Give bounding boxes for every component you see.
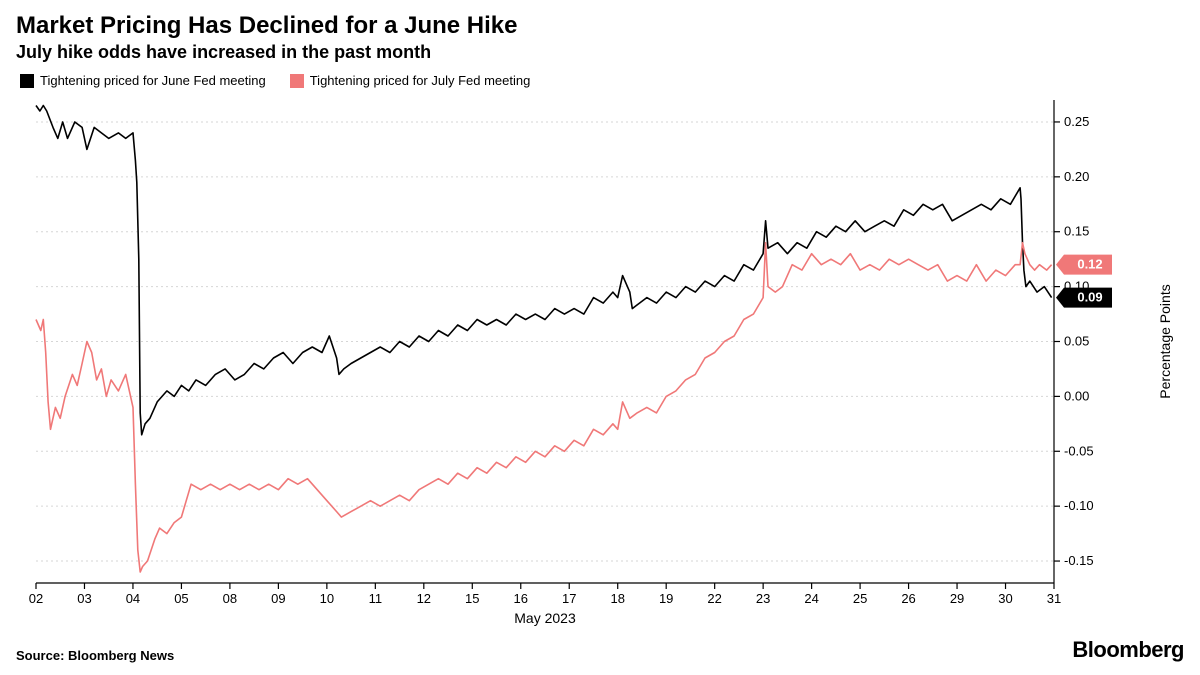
x-tick-label: 30	[998, 591, 1012, 606]
x-tick-label: 16	[514, 591, 528, 606]
x-tick-label: 04	[126, 591, 140, 606]
x-tick-label: 18	[610, 591, 624, 606]
x-tick-label: 09	[271, 591, 285, 606]
y-tick-label: -0.15	[1064, 553, 1094, 568]
chart-title: Market Pricing Has Declined for a June H…	[16, 12, 1184, 40]
y-tick-label: -0.10	[1064, 498, 1094, 513]
x-tick-label: 10	[320, 591, 334, 606]
x-tick-label: 15	[465, 591, 479, 606]
source-attribution: Source: Bloomberg News	[16, 648, 174, 663]
x-tick-label: 31	[1047, 591, 1061, 606]
legend-label: Tightening priced for July Fed meeting	[310, 73, 531, 88]
end-marker-label-july: 0.12	[1077, 257, 1102, 272]
x-tick-label: 23	[756, 591, 770, 606]
x-tick-label: 03	[77, 591, 91, 606]
series-june	[36, 106, 1052, 435]
legend-swatch	[290, 74, 304, 88]
chart-subtitle: July hike odds have increased in the pas…	[16, 42, 1184, 63]
legend-swatch	[20, 74, 34, 88]
series-july	[36, 243, 1052, 572]
x-tick-label: 22	[707, 591, 721, 606]
x-tick-label: 24	[804, 591, 818, 606]
brand-logo: Bloomberg	[1072, 637, 1184, 663]
x-tick-label: 08	[223, 591, 237, 606]
y-tick-label: 0.05	[1064, 334, 1089, 349]
x-tick-label: 25	[853, 591, 867, 606]
y-tick-label: 0.00	[1064, 388, 1089, 403]
x-tick-label: 29	[950, 591, 964, 606]
line-chart: -0.15-0.10-0.050.000.050.100.150.200.25P…	[16, 94, 1184, 629]
y-tick-label: 0.20	[1064, 169, 1089, 184]
x-tick-label: 26	[901, 591, 915, 606]
y-tick-label: 0.25	[1064, 114, 1089, 129]
legend-item: Tightening priced for June Fed meeting	[20, 73, 266, 88]
x-tick-label: 12	[417, 591, 431, 606]
x-tick-label: 17	[562, 591, 576, 606]
legend-item: Tightening priced for July Fed meeting	[290, 73, 531, 88]
x-tick-label: 19	[659, 591, 673, 606]
legend: Tightening priced for June Fed meeting Ti…	[16, 73, 1184, 88]
y-tick-label: 0.15	[1064, 224, 1089, 239]
legend-label: Tightening priced for June Fed meeting	[40, 73, 266, 88]
x-tick-label: 05	[174, 591, 188, 606]
y-tick-label: -0.05	[1064, 443, 1094, 458]
x-tick-label: 02	[29, 591, 43, 606]
x-axis-title: May 2023	[514, 610, 576, 626]
end-marker-label-june: 0.09	[1077, 290, 1102, 305]
chart-area: -0.15-0.10-0.050.000.050.100.150.200.25P…	[16, 94, 1184, 629]
y-axis-title: Percentage Points	[1157, 284, 1173, 398]
x-tick-label: 11	[369, 591, 383, 606]
